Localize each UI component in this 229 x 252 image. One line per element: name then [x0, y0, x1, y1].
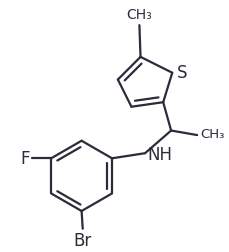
Text: S: S — [177, 63, 187, 81]
Text: NH: NH — [147, 146, 172, 164]
Text: Br: Br — [73, 231, 91, 249]
Text: CH₃: CH₃ — [199, 128, 223, 141]
Text: F: F — [21, 150, 30, 168]
Text: CH₃: CH₃ — [126, 8, 152, 22]
